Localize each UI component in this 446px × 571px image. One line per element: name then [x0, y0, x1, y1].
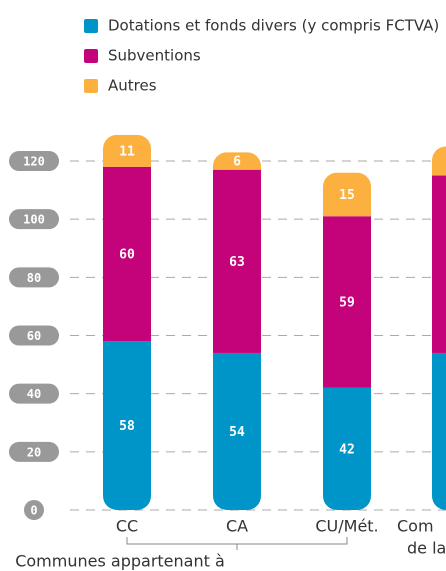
y-tick-label: 100	[23, 213, 45, 227]
tick-pill	[24, 500, 44, 520]
value-label: 54	[229, 425, 245, 440]
bar-segment	[323, 387, 371, 510]
bar-segment	[432, 175, 446, 353]
bar-segment	[103, 166, 151, 342]
x-tick-label: CU/Mét.	[315, 517, 378, 536]
x-tick-label: Com	[397, 517, 434, 536]
y-tick-label: 20	[27, 445, 41, 459]
bar-group	[323, 172, 371, 510]
value-label: 11	[119, 144, 135, 159]
bar-segment	[103, 341, 151, 510]
bar-group	[432, 146, 446, 510]
y-tick-label: 0	[30, 504, 37, 518]
legend-swatch	[84, 19, 98, 33]
bar-segment	[323, 172, 371, 217]
y-tick-label: 40	[27, 387, 41, 401]
x-tick-label: CC	[116, 517, 138, 536]
value-label: 15	[339, 188, 355, 203]
bar-group	[103, 134, 151, 510]
value-label: 59	[339, 296, 355, 311]
value-label: 60	[119, 248, 135, 263]
tick-pill	[9, 441, 59, 462]
tick-pill	[9, 325, 59, 346]
legend-swatch	[84, 79, 98, 93]
bar-segment	[103, 134, 151, 167]
x-tick-label: CA	[226, 517, 248, 536]
y-tick-label: 60	[27, 329, 41, 343]
value-label: 42	[339, 442, 355, 457]
value-label: 63	[229, 255, 245, 270]
group-label: Communes appartenant à	[15, 552, 225, 571]
tick-pill	[9, 209, 59, 230]
tick-pill	[9, 151, 59, 171]
tick-pill	[9, 267, 59, 288]
bar-segment	[213, 152, 261, 170]
value-label: 58	[119, 419, 135, 434]
legend-swatch	[84, 49, 98, 63]
bar-segment	[213, 169, 261, 353]
y-tick-label: 80	[27, 271, 41, 285]
x-tick-label: de la	[407, 539, 446, 558]
bar-segment	[213, 352, 261, 510]
group-bracket	[126, 537, 348, 550]
bar-segment	[432, 146, 446, 176]
value-label: 6	[233, 155, 241, 170]
y-tick-label: 120	[23, 155, 45, 169]
tick-pill	[9, 383, 59, 404]
bar-segment	[432, 352, 446, 510]
legend-label: Dotations et fonds divers (y compris FCT…	[108, 17, 439, 35]
legend-label: Subventions	[108, 47, 201, 65]
bar-segment	[323, 216, 371, 388]
bar-group	[213, 152, 261, 510]
legend-label: Autres	[108, 77, 157, 95]
